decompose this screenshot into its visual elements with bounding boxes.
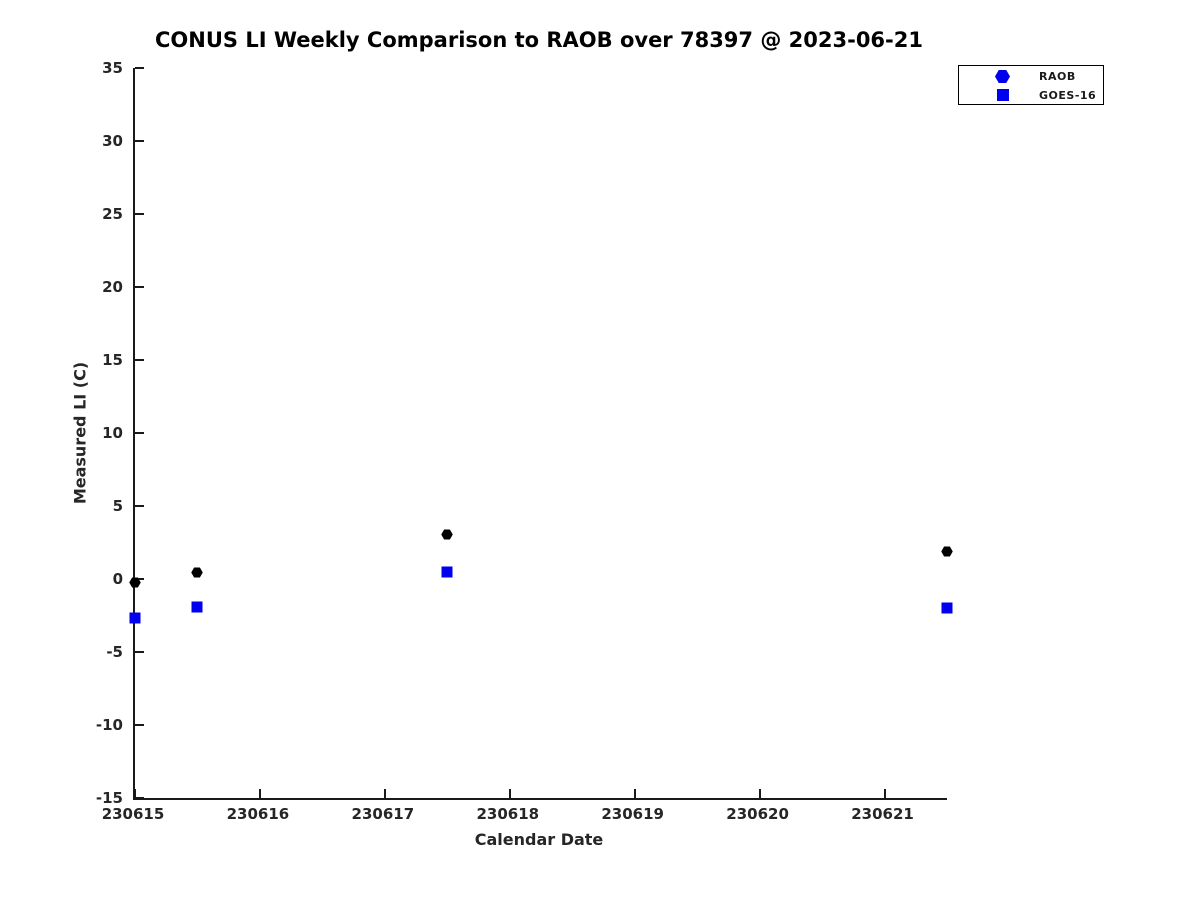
goes16-square-icon	[995, 89, 1010, 101]
y-tick	[135, 213, 144, 215]
x-tick-label: 230619	[601, 805, 664, 823]
y-tick-label: -10	[95, 716, 123, 734]
legend-item-goes16: GOES-16	[959, 86, 1103, 104]
x-tick-label: 230618	[476, 805, 540, 823]
y-tick	[135, 432, 144, 434]
chart-title: CONUS LI Weekly Comparison to RAOB over …	[155, 28, 923, 52]
y-tick	[135, 651, 144, 653]
plot-area	[129, 67, 953, 800]
y-tick	[135, 140, 144, 142]
goes-16-point	[941, 602, 953, 614]
x-tick-label: 230617	[351, 805, 415, 823]
y-tick-label: 0	[112, 570, 123, 588]
x-tick-label: 230621	[851, 805, 914, 823]
raob-point	[441, 524, 454, 543]
y-tick	[135, 797, 144, 799]
y-tick-label: 10	[102, 424, 123, 442]
goes-16-point	[129, 612, 141, 624]
x-tick	[134, 789, 136, 798]
x-tick	[633, 789, 636, 798]
x-tick-label: 230615	[101, 805, 165, 823]
goes-16-point	[191, 601, 203, 613]
raob-point	[129, 572, 141, 591]
x-axis-label: Calendar Date	[474, 830, 604, 849]
y-tick-label: 35	[102, 59, 123, 77]
y-tick-label: 25	[102, 205, 123, 223]
y-tick	[135, 505, 144, 507]
y-tick	[135, 286, 144, 288]
raob-hexagon-icon	[995, 69, 1010, 83]
x-tick	[758, 789, 761, 798]
x-tick	[508, 789, 511, 798]
legend-item-raob: RAOB	[959, 67, 1103, 85]
x-tick	[883, 789, 886, 798]
y-tick-label: 15	[102, 351, 123, 369]
legend-label-raob: RAOB	[1039, 69, 1076, 83]
legend: RAOB GOES-16	[958, 65, 1104, 105]
x-tick	[258, 789, 261, 798]
y-tick	[135, 359, 144, 361]
legend-label-goes16: GOES-16	[1039, 88, 1097, 102]
x-tick	[383, 789, 386, 798]
y-tick-label: -15	[95, 789, 123, 807]
y-tick-label: 20	[102, 278, 123, 296]
y-tick-label: 30	[102, 132, 123, 150]
y-tick	[135, 724, 144, 726]
raob-point	[191, 562, 204, 581]
goes-16-point	[441, 566, 453, 578]
x-tick-label: 230620	[726, 805, 789, 823]
y-tick	[135, 67, 144, 69]
y-tick-label: 5	[112, 497, 123, 515]
raob-point	[941, 542, 953, 561]
x-tick-label: 230616	[226, 805, 290, 823]
y-tick	[135, 578, 144, 580]
y-tick-label: -5	[106, 643, 123, 661]
